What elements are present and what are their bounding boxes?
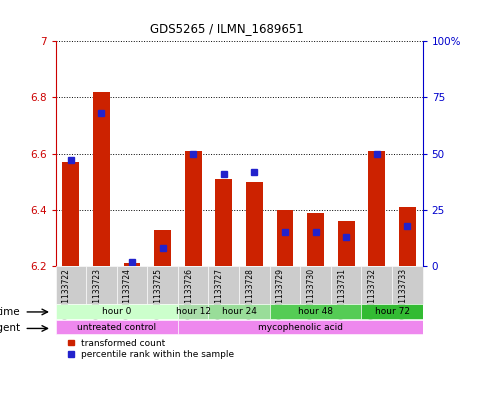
Text: GSM1133727: GSM1133727 [215,268,224,319]
Text: GSM1133724: GSM1133724 [123,268,132,319]
Bar [154,230,171,266]
Text: GDS5265 / ILMN_1689651: GDS5265 / ILMN_1689651 [150,22,304,35]
FancyBboxPatch shape [209,266,239,304]
Bar [93,92,110,266]
Bar [215,179,232,266]
Text: GSM1133733: GSM1133733 [398,268,407,319]
Bar [277,210,293,266]
Bar [124,263,141,266]
FancyBboxPatch shape [178,266,209,304]
Bar [62,162,79,266]
Text: GSM1133722: GSM1133722 [62,268,71,319]
Text: GSM1133725: GSM1133725 [154,268,163,319]
Text: GSM1133726: GSM1133726 [184,268,193,319]
FancyBboxPatch shape [178,304,209,319]
FancyBboxPatch shape [361,266,392,304]
Text: GSM1133731: GSM1133731 [337,268,346,319]
FancyBboxPatch shape [392,266,423,304]
FancyBboxPatch shape [56,304,178,319]
FancyBboxPatch shape [270,304,361,319]
Text: agent: agent [0,323,21,333]
FancyBboxPatch shape [331,266,361,304]
Text: time: time [0,307,21,317]
FancyBboxPatch shape [178,320,423,334]
Bar [246,182,263,266]
FancyBboxPatch shape [361,304,423,319]
Text: GSM1133728: GSM1133728 [245,268,255,319]
FancyBboxPatch shape [56,266,86,304]
Bar [338,221,355,266]
Text: hour 0: hour 0 [102,307,131,316]
FancyBboxPatch shape [117,266,147,304]
FancyBboxPatch shape [270,266,300,304]
Bar [307,213,324,266]
FancyBboxPatch shape [147,266,178,304]
Text: GSM1133723: GSM1133723 [92,268,101,319]
Bar [369,151,385,266]
Text: untreated control: untreated control [77,323,156,332]
Legend: transformed count, percentile rank within the sample: transformed count, percentile rank withi… [68,338,235,360]
Text: hour 24: hour 24 [222,307,256,316]
Text: hour 12: hour 12 [176,307,211,316]
FancyBboxPatch shape [56,320,178,334]
Text: GSM1133730: GSM1133730 [307,268,315,319]
Text: GSM1133732: GSM1133732 [368,268,377,319]
Text: hour 48: hour 48 [298,307,333,316]
FancyBboxPatch shape [239,266,270,304]
Bar [399,207,416,266]
FancyBboxPatch shape [86,266,117,304]
Text: hour 72: hour 72 [374,307,410,316]
FancyBboxPatch shape [300,266,331,304]
Bar [185,151,201,266]
FancyBboxPatch shape [209,304,270,319]
Text: mycophenolic acid: mycophenolic acid [258,323,343,332]
Text: GSM1133729: GSM1133729 [276,268,285,319]
